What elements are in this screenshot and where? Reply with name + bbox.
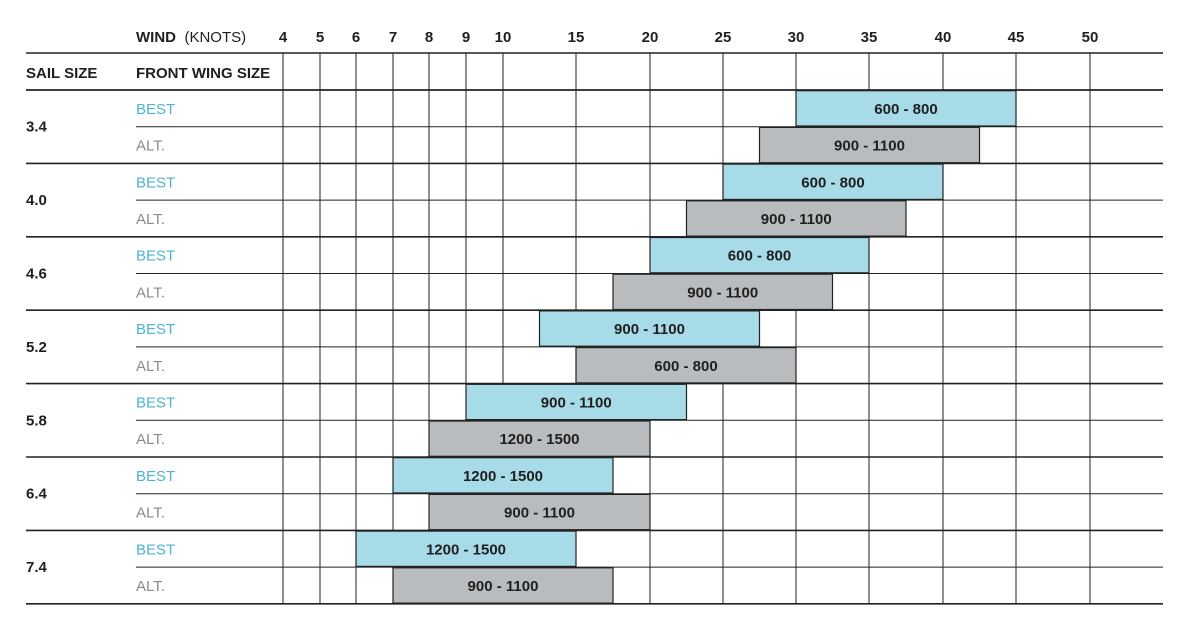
bar-label: 1200 - 1500 (463, 468, 543, 485)
sail-size-header: SAIL SIZE (26, 65, 97, 82)
row-label-alt: ALT. (136, 284, 165, 301)
row-label-best: BEST (136, 541, 175, 558)
x-tick-label: 35 (861, 29, 878, 46)
row-label-best: BEST (136, 321, 175, 338)
alt-range-bar (428, 493, 651, 531)
best-range-bar (722, 163, 944, 201)
sail-size-label: 6.4 (26, 486, 48, 503)
x-tick-label: 7 (389, 29, 397, 46)
sail-size-label: 4.6 (26, 266, 47, 283)
bar-label: 600 - 800 (874, 101, 937, 118)
x-tick-label: 25 (715, 29, 732, 46)
best-range-bar (465, 383, 688, 421)
wind-label: WIND (136, 29, 176, 46)
x-tick-label: 8 (425, 29, 433, 46)
row-label-alt: ALT. (136, 358, 165, 375)
x-tick-label: 6 (352, 29, 360, 46)
row-label-best: BEST (136, 248, 175, 265)
sail-size-label: 4.0 (26, 192, 47, 209)
bar-label: 600 - 800 (801, 174, 864, 191)
best-range-bar (795, 90, 1017, 127)
front-wing-size-header: FRONT WING SIZE (136, 65, 270, 82)
bar-label: 900 - 1100 (541, 394, 612, 411)
bar-label: 900 - 1100 (468, 578, 539, 595)
bar-label: 900 - 1100 (504, 505, 575, 522)
alt-range-bar (428, 420, 651, 457)
bar-label: 600 - 800 (654, 358, 717, 375)
bar-label: 900 - 1100 (761, 211, 832, 228)
bar-label: 600 - 800 (728, 248, 791, 265)
x-tick-label: 50 (1082, 29, 1099, 46)
wind-header: WIND (KNOTS) (136, 29, 246, 46)
bar-label: 1200 - 1500 (499, 431, 579, 448)
x-tick-label: 5 (316, 29, 324, 46)
row-label-alt: ALT. (136, 211, 165, 228)
text-layer: WIND (KNOTS) SAIL SIZE FRONT WING SIZE 4… (26, 29, 1098, 595)
row-label-alt: ALT. (136, 505, 165, 522)
row-label-alt: ALT. (136, 431, 165, 448)
row-label-best: BEST (136, 174, 175, 191)
x-tick-label: 30 (788, 29, 805, 46)
bar-label: 900 - 1100 (834, 138, 905, 155)
best-range-bar (649, 236, 870, 274)
x-tick-label: 10 (495, 29, 512, 46)
x-tick-label: 4 (279, 29, 288, 46)
bars-layer (355, 90, 1017, 604)
x-tick-label: 15 (568, 29, 585, 46)
alt-range-bar (758, 126, 981, 164)
sail-size-label: 7.4 (26, 559, 48, 576)
row-label-alt: ALT. (136, 138, 165, 155)
alt-range-bar (392, 567, 614, 604)
row-label-best: BEST (136, 101, 175, 118)
x-tick-label: 20 (642, 29, 659, 46)
bar-label: 1200 - 1500 (426, 541, 506, 558)
row-label-alt: ALT. (136, 578, 165, 595)
bar-label: 900 - 1100 (687, 284, 758, 301)
x-tick-label: 45 (1008, 29, 1025, 46)
sail-size-label: 3.4 (26, 119, 48, 136)
x-tick-label: 40 (935, 29, 952, 46)
x-tick-label: 9 (462, 29, 470, 46)
best-range-bar (392, 457, 614, 494)
rules-layer (26, 52, 1163, 605)
bar-label: 900 - 1100 (614, 321, 685, 338)
sail-size-label: 5.2 (26, 339, 47, 356)
alt-range-bar (685, 200, 907, 237)
sail-size-label: 5.8 (26, 412, 47, 429)
row-label-best: BEST (136, 468, 175, 485)
alt-range-bar (575, 347, 797, 384)
best-range-bar (355, 530, 577, 567)
row-label-best: BEST (136, 394, 175, 411)
wind-unit: (KNOTS) (184, 29, 246, 46)
